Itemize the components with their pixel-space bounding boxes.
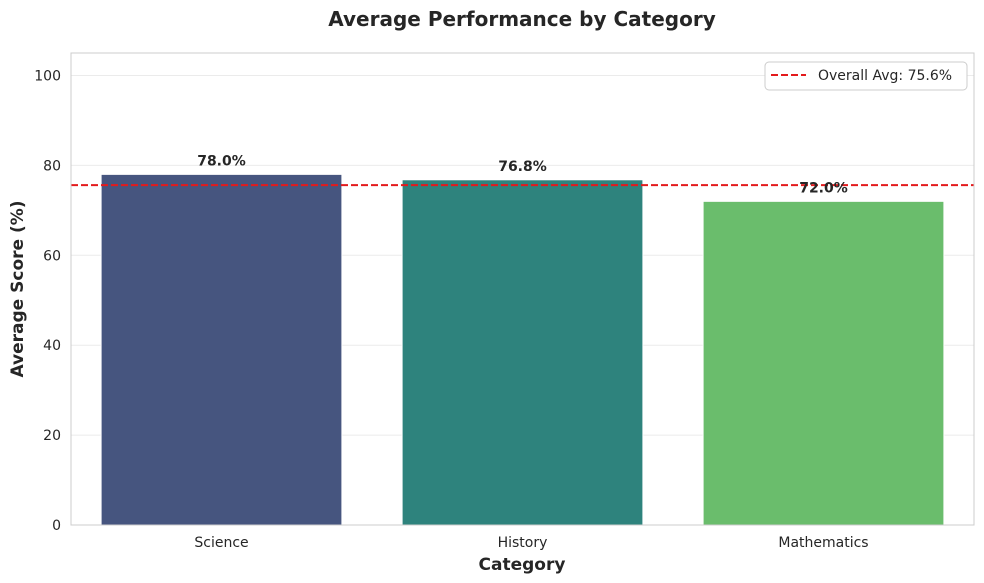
y-axis-label: Average Score (%): [8, 200, 28, 377]
x-tick-label: Mathematics: [778, 535, 868, 551]
legend-label: Overall Avg: 75.6%: [818, 68, 952, 84]
y-tick-label: 60: [43, 248, 61, 264]
bar-science: [100, 173, 343, 526]
x-axis-label: Category: [479, 555, 566, 575]
x-tick-label: Science: [194, 535, 248, 551]
legend: Overall Avg: 75.6%: [764, 61, 968, 91]
bar-history: [401, 179, 644, 526]
bar-mathematics: [702, 200, 945, 526]
y-axis-ticks: 0 20 40 60 80 100: [34, 68, 61, 534]
y-tick-label: 0: [52, 518, 61, 534]
y-tick-label: 40: [43, 338, 61, 354]
x-axis-ticks: Science History Mathematics: [194, 535, 868, 551]
y-tick-label: 80: [43, 158, 61, 174]
bars: [100, 173, 945, 526]
data-label-history: 76.8%: [498, 159, 547, 175]
plot-frame: [70, 52, 975, 526]
data-label-science: 78.0%: [197, 153, 246, 169]
data-labels: 78.0% 76.8% 72.0%: [197, 153, 848, 196]
chart-title: Average Performance by Category: [328, 7, 716, 31]
data-label-mathematics: 72.0%: [799, 180, 848, 196]
y-tick-label: 20: [43, 428, 61, 444]
x-tick-label: History: [498, 535, 548, 551]
legend-box: [764, 61, 968, 91]
y-tick-label: 100: [34, 68, 61, 84]
